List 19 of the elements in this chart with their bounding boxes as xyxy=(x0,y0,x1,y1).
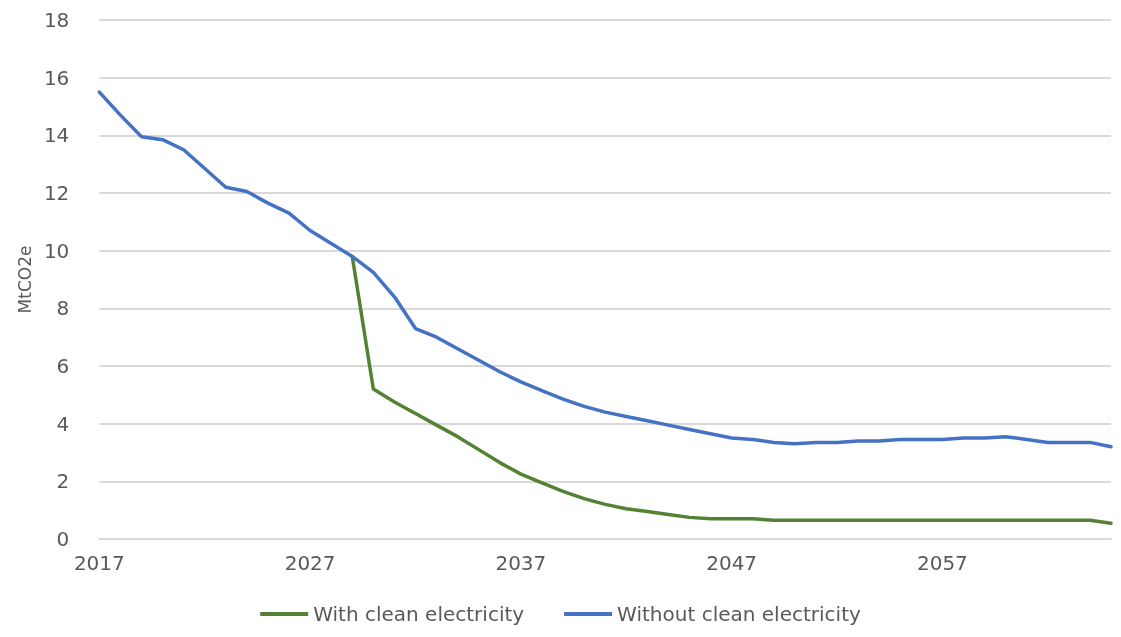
y-tick-label: 4 xyxy=(56,411,70,436)
legend-label: With clean electricity xyxy=(313,602,525,626)
x-tick-label: 2027 xyxy=(284,551,336,575)
y-tick-label: 18 xyxy=(43,8,70,32)
y-tick-label: 0 xyxy=(56,527,70,551)
y-tick-label: 16 xyxy=(43,65,70,90)
y-tick-label: 10 xyxy=(43,238,70,263)
y-tick-label: 8 xyxy=(56,296,70,321)
line-series xyxy=(97,90,1113,449)
x-tick-label: 2057 xyxy=(916,551,968,575)
y-tick-label: 14 xyxy=(43,123,70,148)
y-tick-label: 6 xyxy=(56,354,70,378)
legend-label: Without clean electricity xyxy=(617,602,861,626)
x-tick-label: 2017 xyxy=(73,551,125,575)
y-tick-label: 12 xyxy=(43,181,70,205)
y-tick-label: 2 xyxy=(56,469,70,494)
y-axis-title: MtCO2e xyxy=(14,245,35,314)
x-tick-label: 2047 xyxy=(706,551,758,575)
x-tick-label: 2037 xyxy=(495,551,547,575)
